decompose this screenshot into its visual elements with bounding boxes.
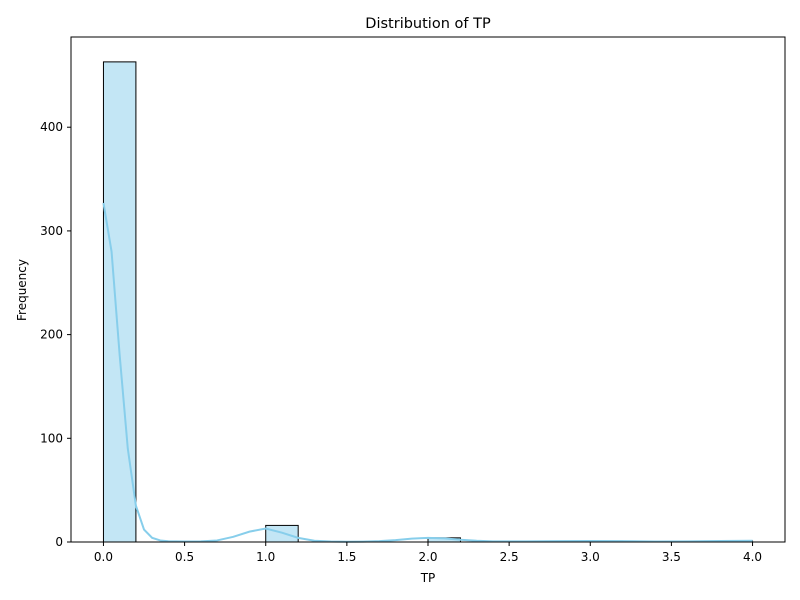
x-tick-label: 1.5 (337, 550, 356, 564)
x-axis-title: TP (420, 571, 436, 585)
y-tick-label: 0 (55, 535, 63, 549)
x-tick-label: 2.0 (418, 550, 437, 564)
x-tick-label: 1.0 (256, 550, 275, 564)
x-tick-label: 4.0 (743, 550, 762, 564)
kde-line (102, 202, 753, 543)
x-axis-ticks: 0.0 0.5 1.0 1.5 2.0 2.5 3.0 3.5 4.0 (94, 542, 762, 564)
x-tick-label: 2.5 (500, 550, 519, 564)
y-tick-label: 200 (40, 328, 63, 342)
y-tick-label: 400 (40, 120, 63, 134)
y-tick-label: 100 (40, 431, 63, 445)
x-tick-label: 0.0 (94, 550, 113, 564)
x-tick-label: 3.5 (662, 550, 681, 564)
y-axis-title: Frequency (15, 259, 29, 321)
chart-title: Distribution of TP (365, 16, 491, 32)
x-tick-label: 3.0 (581, 550, 600, 564)
y-axis-ticks: 0 100 200 300 400 (40, 120, 71, 549)
x-tick-label: 0.5 (175, 550, 194, 564)
y-tick-label: 300 (40, 224, 63, 238)
